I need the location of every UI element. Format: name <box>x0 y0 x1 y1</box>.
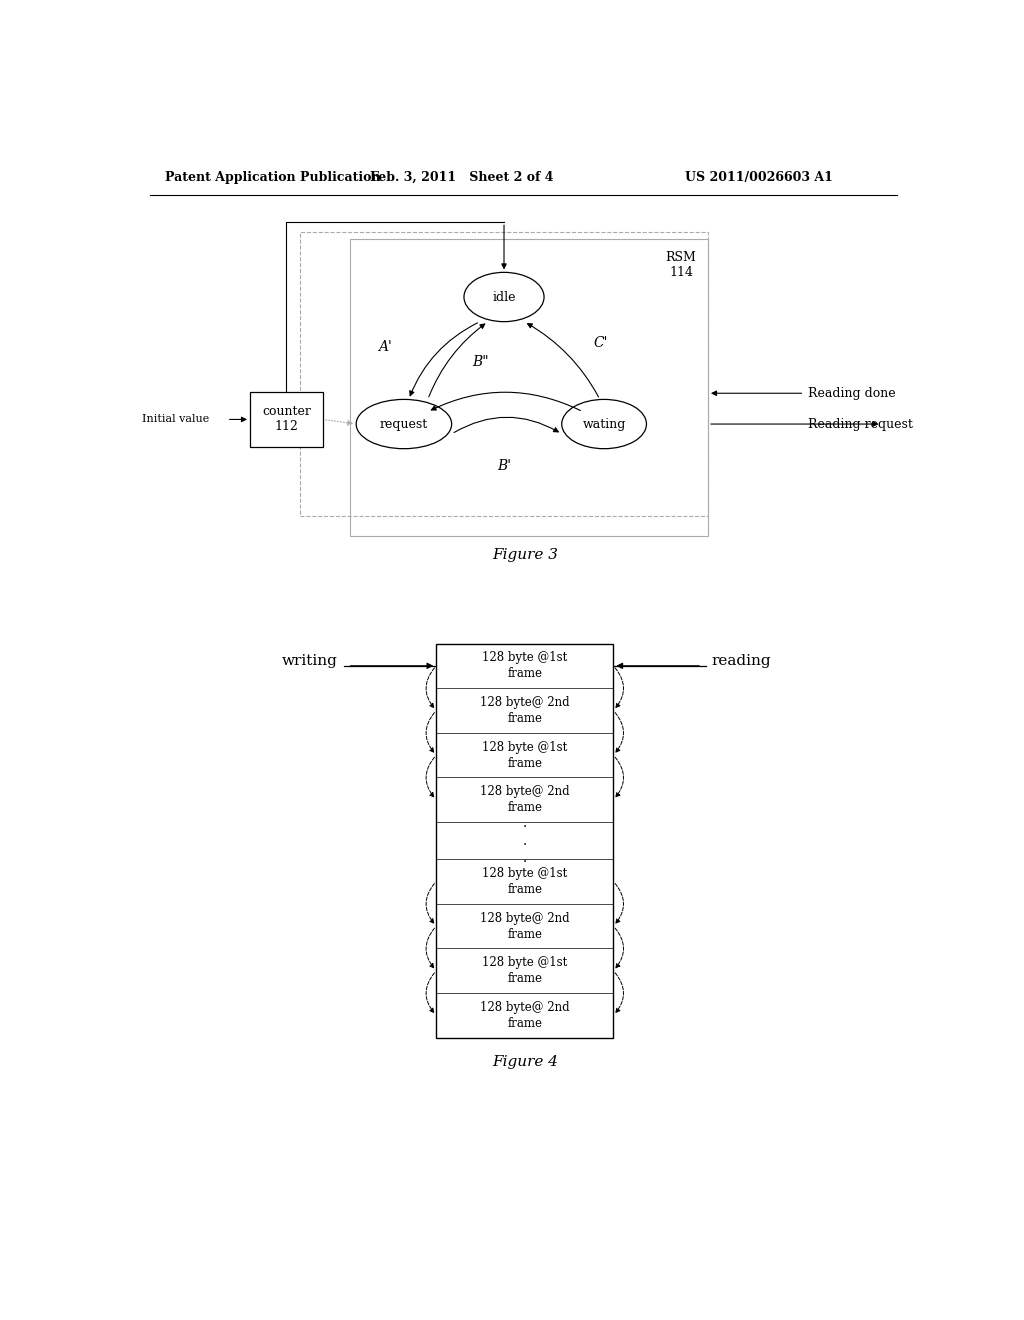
Bar <box>250 392 323 447</box>
Ellipse shape <box>356 400 452 449</box>
Text: B": B" <box>473 355 489 370</box>
Text: C': C' <box>593 337 607 350</box>
Text: RSM
114: RSM 114 <box>666 251 696 279</box>
Text: Reading request: Reading request <box>808 417 913 430</box>
Text: Figure 3: Figure 3 <box>492 548 558 562</box>
Text: US 2011/0026603 A1: US 2011/0026603 A1 <box>685 172 833 185</box>
Text: Figure 4: Figure 4 <box>492 1056 558 1069</box>
Ellipse shape <box>562 400 646 449</box>
Text: 128 byte@ 2nd
frame: 128 byte@ 2nd frame <box>480 912 569 941</box>
Text: A': A' <box>378 341 391 354</box>
Text: B': B' <box>497 459 511 474</box>
Text: Initial value: Initial value <box>142 414 209 425</box>
Text: 128 byte @1st
frame: 128 byte @1st frame <box>482 741 567 770</box>
Text: idle: idle <box>493 290 516 304</box>
Text: Patent Application Publication: Patent Application Publication <box>165 172 381 185</box>
Text: .
.
.: . . . <box>522 816 527 865</box>
Text: request: request <box>380 417 428 430</box>
Text: 128 byte @1st
frame: 128 byte @1st frame <box>482 651 567 680</box>
Text: counter
112: counter 112 <box>262 405 311 433</box>
Text: 128 byte @1st
frame: 128 byte @1st frame <box>482 956 567 985</box>
Bar <box>350 239 708 536</box>
Text: 128 byte@ 2nd
frame: 128 byte@ 2nd frame <box>480 785 569 814</box>
Bar <box>300 231 708 516</box>
Text: 128 byte@ 2nd
frame: 128 byte@ 2nd frame <box>480 1001 569 1030</box>
Text: 128 byte @1st
frame: 128 byte @1st frame <box>482 867 567 896</box>
Text: 128 byte@ 2nd
frame: 128 byte@ 2nd frame <box>480 696 569 725</box>
Text: reading: reading <box>712 655 771 668</box>
Ellipse shape <box>464 272 544 322</box>
Text: Reading done: Reading done <box>808 387 896 400</box>
Text: writing: writing <box>282 655 338 668</box>
Text: Feb. 3, 2011   Sheet 2 of 4: Feb. 3, 2011 Sheet 2 of 4 <box>370 172 553 185</box>
Text: wating: wating <box>583 417 626 430</box>
Bar <box>436 644 613 1038</box>
